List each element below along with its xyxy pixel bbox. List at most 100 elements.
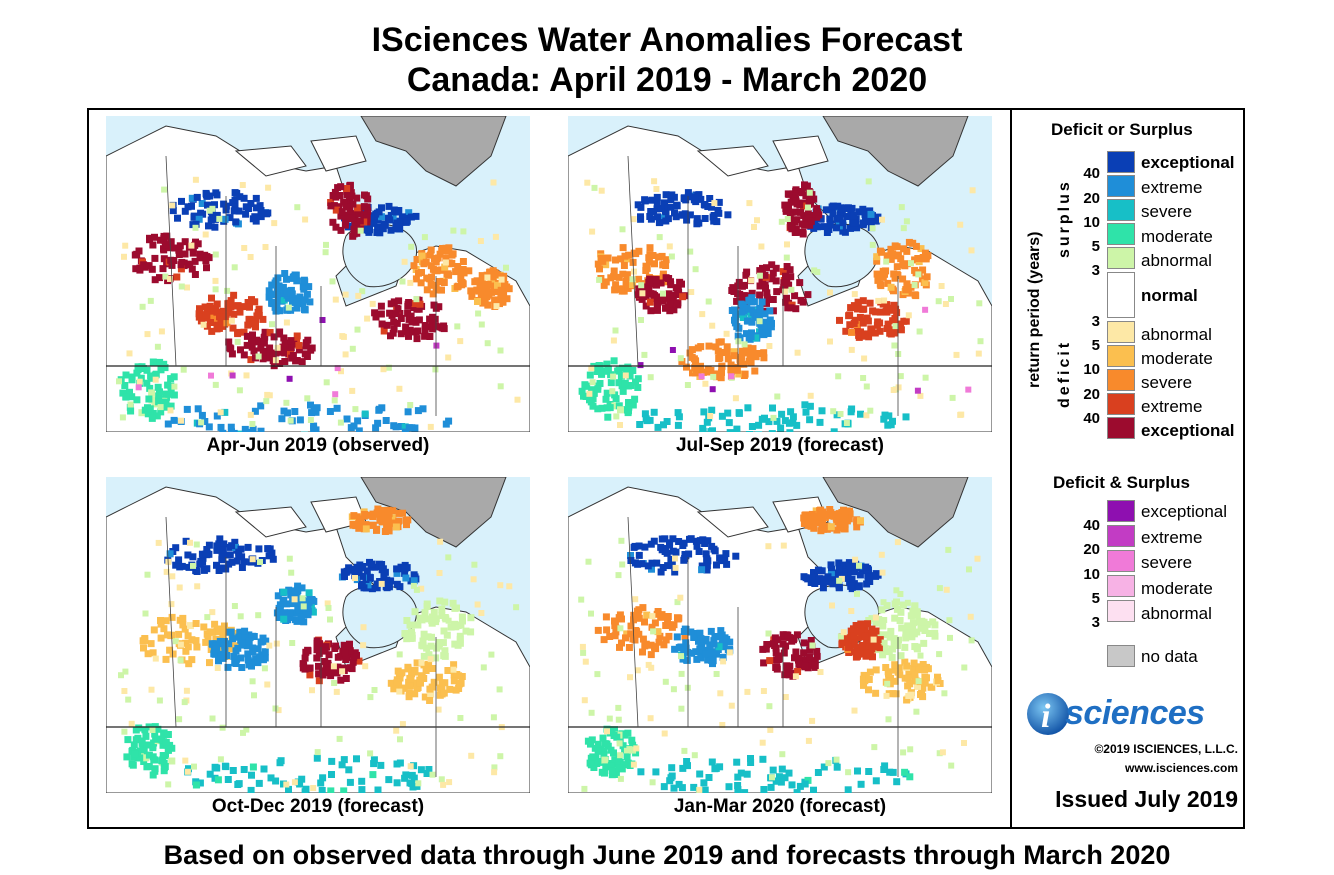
anomaly-cell	[601, 756, 609, 764]
anomaly-cell	[262, 244, 269, 250]
anomaly-cell	[609, 388, 616, 395]
province-borders	[165, 516, 437, 777]
anomaly-cell	[179, 614, 187, 622]
anomaly-cell	[342, 568, 350, 576]
anomaly-cell	[478, 278, 486, 286]
anomaly-cell	[781, 671, 789, 679]
anomaly-cell	[304, 395, 311, 402]
anomaly-cell	[244, 321, 252, 329]
anomaly-cell	[702, 380, 709, 387]
anomaly-cell	[663, 418, 671, 425]
anomaly-cell	[280, 615, 288, 623]
anomaly-cell	[815, 575, 823, 583]
anomaly-cell	[249, 421, 256, 427]
anomaly-cell	[340, 756, 348, 764]
anomaly-cell	[355, 522, 363, 530]
anomaly-cell	[658, 294, 666, 302]
anomaly-cell	[606, 729, 614, 737]
anomaly-cell	[228, 317, 235, 324]
anomaly-cell	[807, 217, 815, 225]
anomaly-cell	[780, 649, 788, 657]
anomaly-cell	[315, 662, 322, 670]
anomaly-cell	[642, 288, 650, 296]
anomaly-cell	[323, 241, 329, 248]
anomaly-cell	[396, 651, 403, 658]
anomaly-cell	[844, 568, 852, 576]
anomaly-cell	[210, 314, 218, 322]
anomaly-cell	[615, 764, 623, 772]
anomaly-cell	[240, 729, 246, 736]
anomaly-cell	[257, 344, 265, 352]
anomaly-cell	[181, 238, 189, 246]
anomaly-cell	[360, 203, 368, 211]
map-panel-apr-jun-2019	[106, 116, 530, 432]
arctic-island	[772, 135, 829, 172]
anomaly-cell	[119, 389, 127, 397]
anomaly-cell	[203, 264, 210, 272]
anomaly-cell	[221, 408, 229, 416]
anomaly-cell	[205, 423, 213, 431]
anomaly-cell	[175, 246, 183, 254]
anomaly-cell	[801, 401, 809, 409]
anomaly-cell	[477, 238, 484, 244]
anomaly-cell	[283, 781, 290, 788]
anomaly-cell	[588, 709, 595, 716]
anomaly-cell	[257, 207, 265, 214]
arctic-island	[234, 506, 307, 538]
anomaly-cell	[730, 348, 738, 356]
anomaly-cell	[182, 757, 189, 764]
anomaly-cell	[907, 746, 914, 753]
anomaly-cell	[288, 569, 295, 576]
anomaly-cell	[256, 654, 264, 662]
anomaly-cell	[625, 251, 633, 259]
anomaly-cell	[245, 631, 253, 639]
anomaly-cell	[919, 661, 927, 668]
anomaly-cell	[272, 777, 280, 785]
anomaly-cell	[856, 571, 864, 579]
anomaly-cell	[729, 284, 737, 292]
anomaly-cell	[688, 649, 695, 657]
anomaly-cell	[786, 266, 794, 274]
anomaly-cell	[725, 419, 733, 427]
anomaly-cell	[758, 298, 766, 306]
anomaly-cell	[157, 620, 165, 628]
anomaly-cell	[848, 405, 856, 413]
anomaly-cell	[611, 726, 618, 734]
anomaly-cell	[171, 244, 179, 252]
anomaly-cell	[252, 204, 260, 212]
anomaly-cell	[319, 317, 326, 323]
anomaly-cell	[397, 330, 405, 338]
legend-number: 3	[1091, 262, 1100, 279]
anomaly-cell	[611, 286, 619, 294]
anomaly-cell	[389, 507, 397, 515]
anomaly-cell	[151, 400, 159, 408]
anomaly-cell	[882, 645, 889, 652]
anomaly-cell	[325, 651, 333, 659]
anomaly-cell	[398, 684, 406, 692]
anomaly-cell	[257, 402, 265, 410]
anomaly-cell	[261, 328, 269, 336]
anomaly-cell	[121, 728, 128, 735]
anomaly-cell	[831, 576, 838, 584]
anomaly-cell	[257, 559, 263, 565]
anomaly-cell	[227, 423, 235, 431]
anomaly-cell	[238, 664, 246, 671]
anomaly-cell	[827, 289, 833, 296]
anomaly-cell	[861, 355, 868, 362]
anomaly-cell	[332, 193, 340, 201]
anomaly-cell	[705, 342, 713, 350]
anomaly-cell	[280, 296, 288, 304]
anomaly-cell	[805, 737, 812, 744]
anomaly-cell	[643, 611, 651, 619]
anomaly-cell	[342, 656, 350, 663]
anomaly-cell	[195, 313, 203, 321]
anomaly-cell	[840, 525, 848, 533]
anomaly-cell	[881, 411, 889, 419]
anomaly-cell	[681, 633, 689, 641]
anomaly-cell	[484, 280, 492, 288]
anomaly-cell	[309, 608, 317, 616]
anomaly-cell	[264, 209, 272, 217]
anomaly-cell	[215, 657, 222, 665]
province-borders	[627, 516, 899, 777]
anomaly-cell	[807, 637, 815, 644]
